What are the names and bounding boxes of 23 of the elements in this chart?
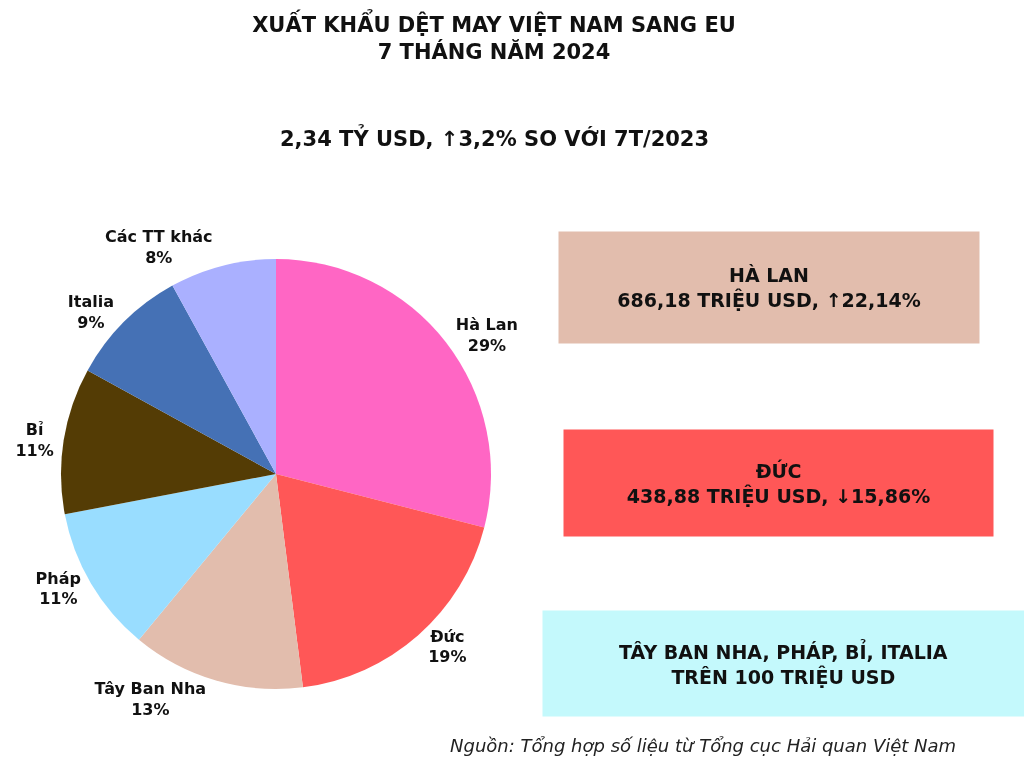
slice-label: Đức — [430, 626, 465, 646]
slice-label: Tây Ban Nha — [94, 678, 207, 698]
text: ĐỨC 438,88 TRIỆU USD, ↓15,86% — [626, 459, 931, 507]
data-label: 11% — [15, 440, 54, 460]
slice-label: Bỉ — [25, 419, 44, 439]
data-label: 29% — [467, 335, 507, 355]
slice-label: Các TT khác — [104, 227, 213, 247]
data-label: 8% — [145, 247, 173, 267]
slice-label: Hà Lan — [455, 314, 518, 334]
data-label: 11% — [39, 589, 78, 609]
chart-title: XUẤT KHẨU DỆT MAY VIỆT NAM SANG EU 7 THÁNG NĂM 2024 — [252, 9, 736, 65]
pie-slice — [172, 259, 276, 474]
slice-label: Italia — [67, 292, 115, 312]
pie-slice — [61, 370, 276, 515]
pie-slice — [276, 474, 485, 688]
data-label: 9% — [77, 312, 105, 332]
text: Nguồn: Tổng hợp số liệu từ Tổng cục Hải quan Việt Nam — [450, 735, 957, 756]
data-label: 13% — [131, 699, 170, 719]
text: HÀ LAN 686,18 TRIỆU USD, ↑22,14% — [617, 264, 921, 311]
slice-label: Pháp — [35, 568, 81, 588]
data-label: 19% — [428, 647, 467, 667]
text: TÂY BAN NHA, PHÁP, BỈ, ITALIA TRÊN 100 TRIỆU USD — [619, 639, 948, 688]
chart-subtitle: 2,34 TỶ USD, ↑3,2% SO VỚI 7T/2023 — [280, 124, 710, 151]
